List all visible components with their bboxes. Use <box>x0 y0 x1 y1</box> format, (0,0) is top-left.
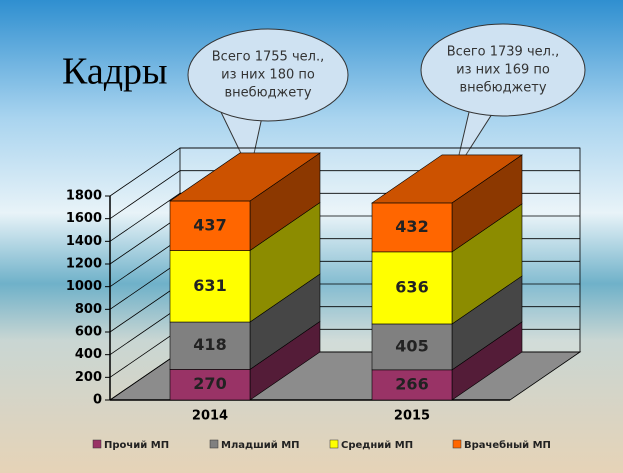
y-tick-label: 200 <box>75 370 102 385</box>
x-tick-label: 2015 <box>394 409 430 424</box>
y-tick-label: 1200 <box>66 257 102 272</box>
y-tick-label: 600 <box>75 325 102 340</box>
bar <box>169 321 251 370</box>
legend-swatch <box>329 439 339 449</box>
legend-label: Средний МП <box>341 440 413 451</box>
callouts: Всего 1755 чел., из них 180 по внебюджету В… <box>187 23 586 174</box>
callout-text: внебюджету <box>224 86 311 101</box>
grid-line <box>109 147 580 197</box>
value-label: 636 <box>395 277 428 296</box>
x-tick-label: 2014 <box>192 409 228 424</box>
bar <box>169 200 251 251</box>
legend-label: Младший МП <box>221 440 300 451</box>
bar <box>371 369 453 401</box>
legend-label: Врачебный МП <box>464 439 551 451</box>
callout-text: внебюджету <box>459 81 546 96</box>
bar <box>371 251 453 325</box>
value-label: 405 <box>395 336 428 355</box>
value-label: 437 <box>193 215 226 234</box>
callout-text: Всего 1739 чел., <box>447 45 559 60</box>
bar-top <box>371 154 523 204</box>
callout-text: из них 180 по <box>221 68 315 83</box>
y-tick-label: 0 <box>93 393 102 408</box>
callout-text: из них 169 по <box>456 63 550 78</box>
y-tick-label: 400 <box>75 347 102 362</box>
chart-title: Кадры <box>62 51 168 93</box>
y-tick-label: 1800 <box>66 189 102 204</box>
callout <box>187 28 349 122</box>
bar <box>169 250 251 323</box>
bar <box>371 323 453 371</box>
legend-label: Прочий МП <box>104 440 169 451</box>
y-tick-label: 1400 <box>66 234 102 249</box>
callout-text: Всего 1755 чел., <box>212 50 324 65</box>
y-tick-label: 1600 <box>66 211 102 226</box>
y-tick-label: 800 <box>75 302 102 317</box>
value-label: 266 <box>395 374 428 393</box>
bar-top <box>169 152 321 202</box>
bar <box>169 369 251 401</box>
value-label: 432 <box>395 217 428 236</box>
value-label: 631 <box>193 276 226 295</box>
value-label: 270 <box>193 374 226 393</box>
legend-swatch <box>209 439 219 449</box>
legend-swatch <box>92 439 102 449</box>
callout <box>420 23 586 117</box>
y-tick-label: 1000 <box>66 279 102 294</box>
bar <box>371 202 453 253</box>
legend-swatch <box>452 439 462 449</box>
value-label: 418 <box>193 335 226 354</box>
